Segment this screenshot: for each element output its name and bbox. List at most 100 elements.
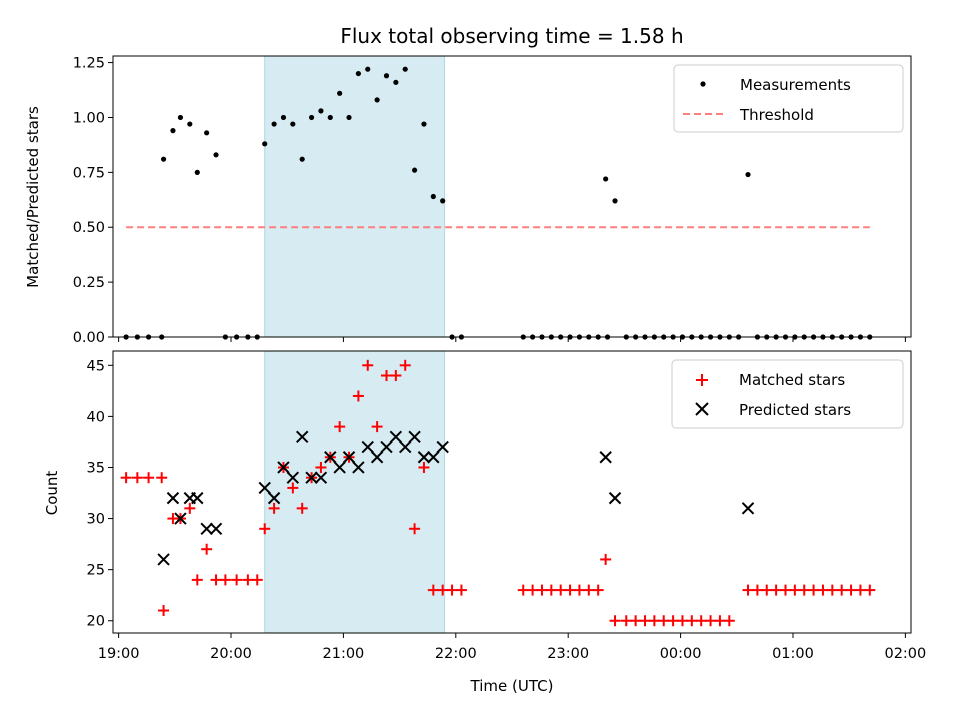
- measurement-point: [299, 156, 305, 162]
- count-y-tick-label: 30: [87, 512, 105, 528]
- matched-star-point: [210, 574, 222, 586]
- matched-star-point: [399, 359, 411, 371]
- matched-star-point: [714, 615, 726, 627]
- matched-star-point: [201, 543, 213, 555]
- predicted-star-d2: [389, 430, 403, 444]
- predicted-star-point: [417, 451, 431, 464]
- predicted-star-point: [436, 440, 449, 454]
- measurement-point: [187, 121, 193, 127]
- ratio-legend: Measurements Threshold: [673, 64, 904, 133]
- matched-star-point: [517, 584, 529, 596]
- measurement-point: [160, 156, 167, 162]
- measurement-point: [383, 73, 390, 79]
- matched-star-point: [242, 574, 254, 586]
- measurement-point: [177, 114, 184, 121]
- ratio-legend-box: [673, 64, 904, 133]
- matched-star-point: [371, 421, 383, 433]
- measurement-point: [327, 114, 333, 121]
- measurement-point: [393, 79, 399, 85]
- measurement-point: [337, 90, 343, 96]
- predicted-star-d2: [342, 451, 356, 464]
- predicted-star-d2: [295, 430, 309, 444]
- predicted-star-d2: [286, 471, 300, 484]
- count-legend: Matched stars Predicted stars: [671, 359, 904, 429]
- matched-star-point: [259, 523, 271, 535]
- measurement-point: [318, 108, 324, 114]
- matched-star-point: [231, 574, 243, 586]
- matched-star-point: [630, 615, 642, 627]
- matched-star-point: [527, 584, 539, 596]
- matched-star-point: [854, 584, 866, 596]
- measurement-point: [430, 193, 436, 200]
- predicted-star-point: [370, 451, 384, 464]
- predicted-star-d2: [305, 471, 318, 484]
- matched-star-point: [446, 584, 458, 596]
- predicted-star-point: [427, 451, 440, 464]
- matched-star-point: [120, 472, 132, 484]
- matched-star-point: [268, 502, 280, 514]
- predicted-star-d2: [277, 461, 290, 474]
- predicted-star-d2: [267, 491, 281, 505]
- matched-star-point: [573, 584, 585, 596]
- matched-star-point: [184, 502, 196, 514]
- legend-threshold-label: Threshold: [739, 106, 814, 124]
- measurement-point: [612, 198, 618, 204]
- matched-star-point: [845, 584, 857, 596]
- measurement-point: [745, 171, 751, 178]
- predicted-star-point: [277, 461, 290, 474]
- legend-measurements-marker: [700, 81, 706, 87]
- legend-matched-label: Matched stars: [739, 371, 845, 389]
- predicted-star-point: [157, 553, 170, 566]
- legend-measurements-label: Measurements: [740, 76, 851, 94]
- matched-star-point: [315, 461, 327, 473]
- matched-star-point: [639, 615, 651, 627]
- predicted-star-point: [174, 512, 187, 525]
- predicted-star-point: [286, 471, 300, 484]
- matched-star-point: [545, 584, 557, 596]
- matched-star-point: [770, 584, 782, 596]
- time-x-tick-label: 19:00: [98, 646, 140, 662]
- matched-star-point: [219, 574, 231, 586]
- matched-star-point: [555, 584, 567, 596]
- matched-star-point: [779, 584, 791, 596]
- matched-star-point: [789, 584, 801, 596]
- ratio-y-tick-label: 1.25: [73, 56, 105, 72]
- matched-star-point: [390, 370, 402, 382]
- time-x-tick-label: 21:00: [323, 646, 365, 662]
- measurement-point: [280, 114, 287, 121]
- predicted-star-d2: [741, 502, 755, 515]
- measurement-point: [213, 152, 219, 158]
- matched-star-point: [761, 584, 773, 596]
- predicted-star-point: [267, 491, 281, 505]
- matched-star-point: [251, 574, 263, 586]
- measurement-point: [440, 198, 446, 204]
- measurement-point: [411, 167, 418, 173]
- matched-star-point: [380, 370, 392, 382]
- predicted-star-d2: [258, 481, 271, 495]
- predicted-star-point: [608, 491, 622, 505]
- count-y-tick-label: 25: [87, 563, 105, 579]
- matched-star-point: [620, 615, 632, 627]
- matched-star-point: [751, 584, 763, 596]
- count-plot-frame: [112, 350, 912, 634]
- matched-star-point: [686, 615, 698, 627]
- matched-star-point: [418, 461, 430, 473]
- measurement-point: [194, 169, 200, 175]
- predicted-star-point: [408, 430, 421, 444]
- matched-star-point: [648, 615, 660, 627]
- ratio-y-tick-label: 1.00: [73, 110, 105, 126]
- count-y-ticks: 20 25 30 35 40 45: [87, 358, 113, 630]
- predicted-star-point: [342, 451, 356, 464]
- matched-star-point: [287, 482, 299, 494]
- predicted-star-d2: [417, 451, 431, 464]
- ratio-y-tick-label: 0.50: [73, 220, 105, 236]
- x-axis-label: Time (UTC): [470, 677, 554, 695]
- measurement-point: [603, 176, 609, 182]
- count-points: [120, 359, 876, 627]
- predicted-star-d2: [608, 491, 622, 505]
- predicted-star-point: [258, 481, 271, 495]
- predicted-star-d2: [380, 440, 393, 454]
- measurement-point: [170, 128, 176, 134]
- predicted-star-d2: [361, 440, 374, 454]
- predicted-star-d2: [599, 451, 612, 464]
